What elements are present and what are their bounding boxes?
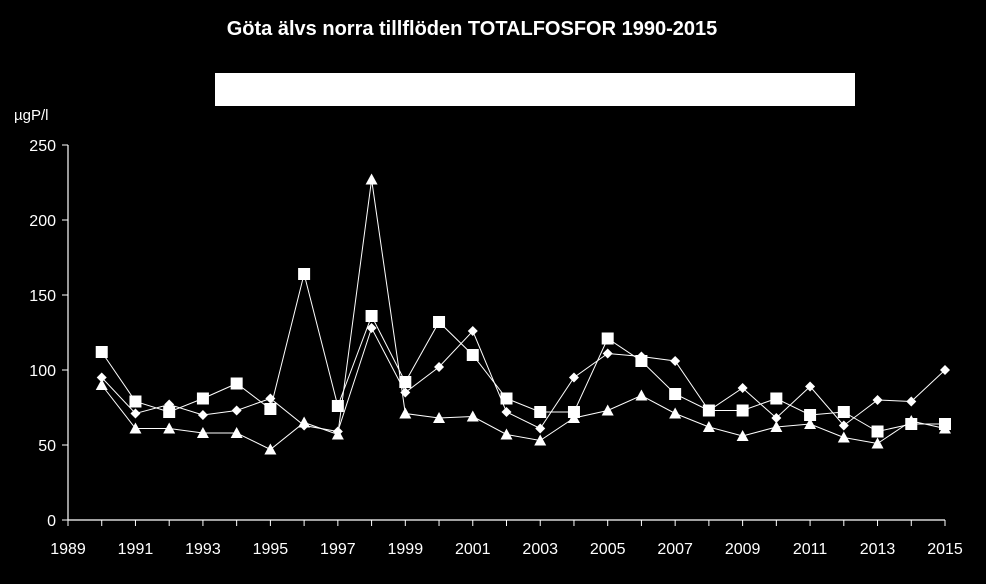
x-tick-label: 1997 (320, 541, 356, 558)
data-point-triangle (399, 407, 412, 419)
data-point-diamond (130, 408, 141, 419)
data-point-triangle (837, 431, 850, 443)
chart-title: Göta älvs norra tillflöden TOTALFOSFOR 1… (226, 18, 718, 40)
data-point-square (702, 404, 715, 417)
x-tick-label: 1989 (50, 541, 86, 558)
data-point-diamond (805, 381, 816, 392)
data-point-diamond (467, 326, 478, 336)
data-point-triangle (331, 428, 344, 440)
x-tick-label: 1993 (185, 541, 221, 558)
y-tick-label: 200 (29, 213, 56, 230)
data-point-diamond (501, 407, 512, 417)
data-point-triangle (196, 427, 209, 438)
data-point-diamond (434, 362, 445, 372)
data-point-triangle (871, 437, 884, 449)
data-point-triangle (702, 421, 715, 432)
data-point-triangle (669, 407, 682, 419)
data-point-diamond (906, 396, 917, 407)
y-tick-label: 0 (47, 513, 56, 530)
data-point-square (264, 403, 277, 415)
data-point-triangle (567, 412, 580, 423)
data-point-triangle (770, 421, 783, 432)
data-point-triangle (939, 422, 951, 434)
y-tick-label: 100 (29, 363, 56, 380)
x-tick-label: 2003 (522, 541, 558, 558)
x-tick-label: 1991 (118, 541, 154, 558)
data-point-diamond (602, 348, 613, 359)
data-point-triangle (365, 173, 378, 185)
data-point-square (196, 392, 209, 405)
data-point-square (433, 316, 446, 328)
data-point-square (635, 355, 648, 367)
axes: 0 50 100 150 200 250 1989 1991 1993 1995 1997 1999 2… (29, 138, 963, 558)
data-point-square (95, 346, 108, 358)
data-point-triangle (163, 422, 176, 434)
x-tick-label: 2007 (657, 541, 693, 558)
data-point-diamond (872, 395, 883, 405)
data-point-square (871, 425, 884, 438)
data-point-diamond (265, 393, 276, 404)
data-point-diamond (400, 387, 411, 398)
data-point-triangle (804, 418, 817, 429)
data-point-square (331, 400, 344, 412)
data-point-diamond (670, 356, 681, 366)
data-point-diamond (197, 410, 208, 420)
data-point-square (230, 377, 243, 390)
data-point-square (770, 392, 783, 405)
y-tick-label: 250 (29, 138, 56, 155)
data-point-diamond (940, 365, 950, 375)
data-point-square (837, 406, 850, 418)
data-point-triangle (500, 428, 513, 440)
data-point-diamond (771, 413, 782, 423)
data-point-square (129, 395, 142, 408)
data-point-square (365, 310, 378, 322)
x-tick-label: 2001 (455, 541, 491, 558)
data-point-triangle (534, 434, 547, 446)
y-tick-label: 150 (29, 288, 56, 305)
data-point-triangle (433, 412, 446, 423)
data-point-square (601, 332, 614, 345)
y-tick-label: 50 (38, 438, 56, 455)
data-point-square (804, 409, 817, 421)
data-point-triangle (466, 410, 479, 422)
data-point-square (298, 268, 311, 280)
series-line-square (101, 273, 945, 433)
data-point-triangle (230, 427, 243, 438)
data-point-triangle (635, 389, 648, 401)
data-point-triangle (905, 415, 918, 426)
data-point-square (399, 376, 412, 388)
y-axis-label: µgP/l (14, 107, 49, 124)
data-point-diamond (838, 420, 849, 431)
data-point-diamond (96, 372, 107, 383)
series-line-diamond (101, 326, 946, 433)
data-point-diamond (535, 423, 546, 434)
data-point-square (163, 406, 176, 418)
data-point-diamond (366, 323, 377, 333)
data-point-triangle (601, 404, 614, 416)
x-tick-label: 1999 (388, 541, 424, 558)
data-point-diamond (568, 372, 579, 383)
x-tick-label: 2005 (590, 541, 626, 558)
data-point-square (466, 349, 479, 361)
data-point-triangle (129, 422, 142, 434)
data-point-square (736, 404, 749, 417)
x-tick-label: 2011 (793, 541, 828, 558)
series-line-triangle (101, 179, 946, 451)
x-tick-label: 2013 (860, 541, 896, 558)
data-point-triangle (298, 416, 311, 428)
data-point-triangle (264, 443, 277, 455)
data-point-square (669, 388, 682, 400)
x-tick-label: 2015 (927, 541, 963, 558)
data-point-diamond (231, 405, 242, 416)
x-tick-label: 2009 (725, 541, 761, 558)
series-layer (95, 173, 951, 455)
data-point-triangle (736, 430, 749, 441)
x-tick-label: 1995 (253, 541, 289, 558)
data-point-diamond (737, 383, 748, 393)
data-point-square (534, 406, 547, 418)
data-point-triangle (95, 379, 108, 390)
legend-box (215, 73, 855, 106)
data-point-square (500, 392, 513, 405)
